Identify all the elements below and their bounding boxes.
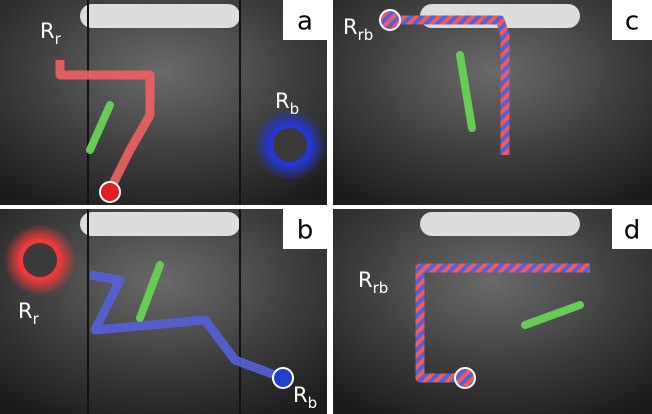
label-sub: rb <box>358 26 374 44</box>
panel-d <box>333 209 652 414</box>
panel-letter: c <box>625 7 639 37</box>
label-sub: b <box>290 100 300 118</box>
label-main: R <box>343 15 358 39</box>
label-main: R <box>293 383 308 407</box>
label-sub: r <box>33 310 40 328</box>
panel-letter: a <box>297 7 313 37</box>
label-sub: b <box>308 394 318 412</box>
label-main: R <box>358 268 373 292</box>
panel-letter: d <box>624 216 641 246</box>
label-main: R <box>40 19 55 43</box>
label-sub: r <box>55 30 62 48</box>
label-main: R <box>275 89 290 113</box>
figure: aRrRbbRrRbcRrbdRrb <box>0 0 652 414</box>
panel-c <box>333 0 652 205</box>
label-sub: rb <box>373 279 389 297</box>
panel-letter: b <box>297 216 314 246</box>
label-main: R <box>18 299 33 323</box>
panel-b <box>0 209 327 414</box>
